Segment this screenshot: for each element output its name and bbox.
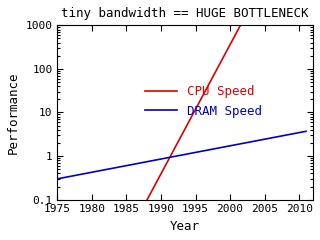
- X-axis label: Year: Year: [170, 220, 200, 233]
- Legend: CPU Speed, DRAM Speed: CPU Speed, DRAM Speed: [140, 80, 267, 123]
- Title: tiny bandwidth == HUGE BOTTLENECK: tiny bandwidth == HUGE BOTTLENECK: [61, 7, 309, 20]
- Y-axis label: Performance: Performance: [7, 71, 20, 154]
